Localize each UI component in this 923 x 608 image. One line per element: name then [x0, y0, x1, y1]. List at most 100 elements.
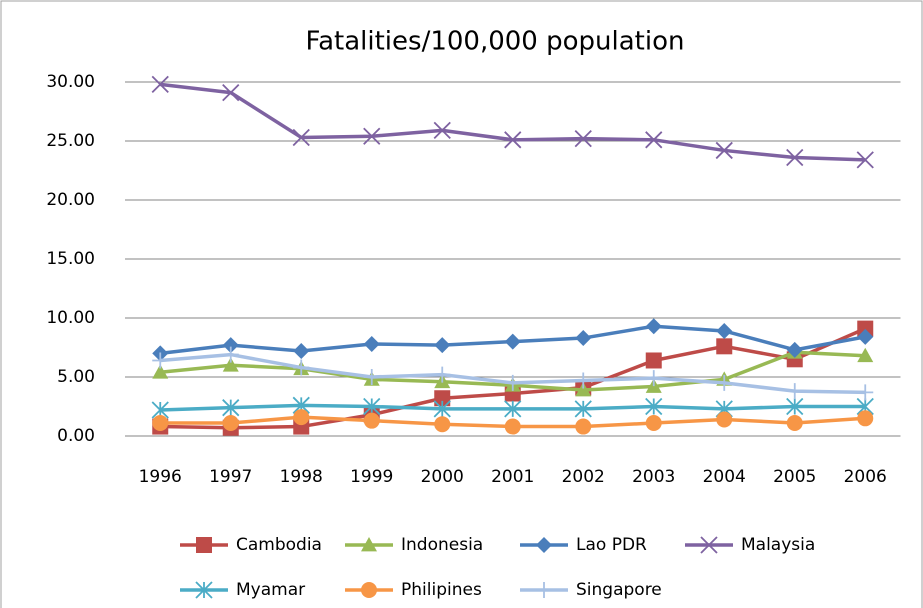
marker	[786, 148, 804, 167]
marker	[222, 346, 239, 363]
marker	[575, 381, 592, 397]
y-tick-label: 10.00	[46, 308, 95, 328]
marker	[716, 322, 733, 339]
marker	[504, 418, 521, 435]
marker	[715, 141, 733, 160]
marker	[434, 337, 451, 354]
marker	[574, 130, 592, 148]
marker	[222, 337, 239, 354]
marker	[856, 151, 874, 169]
x-tick-label: 2003	[632, 467, 675, 487]
legend-item: Singapore	[520, 580, 662, 600]
marker	[786, 383, 803, 400]
marker	[361, 537, 377, 552]
marker	[363, 412, 380, 429]
marker	[434, 366, 451, 383]
y-tick-label: 5.00	[57, 367, 95, 387]
legend-item: Malaysia	[685, 535, 815, 555]
marker	[433, 121, 451, 140]
marker	[645, 370, 662, 387]
marker	[700, 536, 718, 554]
y-tick-label: 20.00	[46, 190, 95, 210]
marker	[363, 127, 381, 145]
marker	[575, 418, 592, 435]
marker	[536, 582, 552, 598]
y-tick-label: 30.00	[46, 72, 95, 92]
legend-item: Lao PDR	[520, 535, 647, 555]
marker	[857, 410, 874, 427]
marker	[293, 343, 310, 360]
y-tick-label: 0.00	[57, 426, 95, 446]
legend-label: Indonesia	[401, 535, 483, 555]
marker	[222, 415, 239, 432]
marker	[222, 83, 240, 102]
marker	[716, 338, 733, 355]
x-tick-label: 2000	[421, 467, 464, 487]
marker	[786, 341, 803, 358]
x-tick-label: 2004	[703, 467, 746, 487]
marker	[504, 131, 522, 149]
legend-label: Philipines	[401, 580, 482, 600]
marker	[361, 582, 377, 598]
marker	[196, 537, 212, 553]
marker	[536, 537, 552, 553]
x-tick-label: 2006	[844, 467, 887, 487]
marker	[645, 318, 662, 335]
marker	[152, 364, 169, 379]
marker	[222, 357, 239, 372]
marker	[716, 411, 733, 428]
marker	[504, 333, 521, 350]
marker	[645, 352, 662, 369]
marker	[857, 328, 874, 345]
marker	[151, 75, 169, 93]
legend-item: Cambodia	[180, 535, 322, 555]
y-tick-label: 25.00	[46, 131, 95, 151]
marker	[222, 399, 240, 417]
marker	[434, 390, 451, 407]
marker	[152, 415, 169, 432]
marker	[363, 369, 380, 385]
marker	[857, 320, 874, 337]
x-tick-label: 1999	[350, 467, 393, 487]
x-tick-label: 2001	[491, 467, 534, 487]
marker	[363, 397, 381, 416]
marker	[363, 335, 380, 352]
marker	[645, 397, 663, 416]
marker	[645, 415, 662, 432]
legend-item: Myamar	[180, 580, 305, 600]
x-tick-label: 1997	[209, 467, 252, 487]
marker	[504, 400, 522, 418]
marker	[292, 128, 310, 147]
marker	[574, 400, 592, 418]
marker	[195, 581, 213, 599]
legend-label: Lao PDR	[576, 535, 647, 555]
x-tick-label: 1998	[280, 467, 323, 487]
legend-label: Singapore	[576, 580, 662, 600]
marker	[434, 416, 451, 433]
x-tick-label: 1996	[139, 467, 182, 487]
marker	[857, 384, 874, 401]
marker	[575, 372, 592, 389]
chart-title: Fatalities/100,000 population	[306, 27, 685, 57]
legend-item: Philipines	[345, 580, 482, 600]
legend-label: Myamar	[236, 580, 305, 600]
marker	[504, 374, 521, 391]
marker	[786, 397, 804, 416]
marker	[293, 359, 310, 376]
marker	[857, 347, 874, 363]
marker	[575, 330, 592, 347]
marker	[645, 131, 663, 149]
marker	[293, 409, 310, 426]
marker	[716, 374, 733, 391]
legend-label: Malaysia	[741, 535, 815, 555]
marker	[433, 400, 451, 418]
y-tick-label: 15.00	[46, 249, 95, 269]
x-tick-label: 2005	[773, 467, 816, 487]
x-tick-label: 2002	[562, 467, 605, 487]
marker	[152, 352, 169, 369]
marker	[786, 415, 803, 432]
legend-label: Cambodia	[236, 535, 322, 555]
